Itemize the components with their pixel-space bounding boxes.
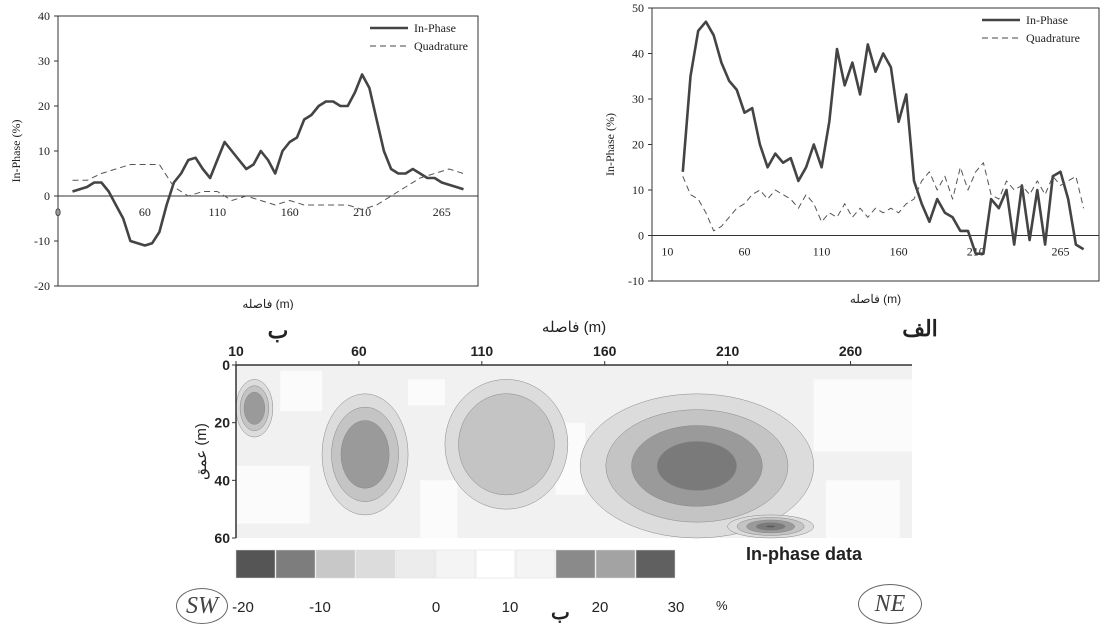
colorbar-swatch — [475, 549, 516, 579]
bottom-marker-label: ب — [551, 602, 570, 624]
colorbar-tick-label: 20 — [592, 599, 609, 616]
y-tick-label: 20 — [214, 415, 230, 431]
y-tick-label: 40 — [214, 472, 230, 488]
y-tick-label: 40 — [632, 47, 644, 61]
colorbar-tick-label: -10 — [309, 599, 331, 616]
x-tick-label: 265 — [433, 205, 451, 219]
y-tick-label: 30 — [632, 92, 644, 106]
series-line-inphase — [681, 20, 1085, 255]
x-tick-label: 110 — [813, 245, 831, 259]
compass-ne-label: NE — [858, 584, 922, 624]
y-tick-label: 20 — [38, 99, 50, 113]
heatmap-anomaly — [243, 391, 266, 425]
x-axis-label: فاصله (m) — [850, 292, 901, 306]
colorbar-swatch — [635, 549, 676, 579]
x-tick-label: 0 — [55, 205, 61, 219]
y-tick-label: -20 — [34, 279, 50, 293]
x-tick-label: 60 — [738, 245, 750, 259]
heatmap-cell — [280, 370, 323, 412]
heatmap-cell — [236, 465, 310, 524]
heatmap-cell — [420, 480, 458, 538]
y-axis-label: In-Phase (%) — [9, 120, 23, 183]
end-label-right: الف — [902, 316, 938, 341]
x-tick-label: 110 — [471, 343, 494, 359]
series-line-inphase — [72, 73, 464, 247]
x-tick-label: 160 — [281, 205, 299, 219]
heatmap-anomaly — [458, 393, 555, 496]
legend-label: In-Phase — [1026, 13, 1068, 27]
y-tick-label: 50 — [632, 1, 644, 15]
y-tick-label: -10 — [628, 274, 644, 288]
colorbar-swatch — [235, 549, 276, 579]
colorbar-tick-label: 30 — [668, 599, 685, 616]
heatmap-panel: 10 60 110 160 210 260 0 20 40 60 فاصله (m) عمق (m) ب… — [180, 310, 940, 626]
y-tick-label: 30 — [38, 54, 50, 68]
colorbar-swatch — [435, 549, 476, 579]
x-tick-label: 60 — [139, 205, 151, 219]
legend-label: Quadrature — [1026, 31, 1080, 45]
heatmap-cell — [408, 379, 445, 406]
colorbar-swatch — [595, 549, 636, 579]
y-tick-label: 20 — [632, 138, 644, 152]
y-tick-label: 10 — [632, 183, 644, 197]
x-tick-label: 10 — [228, 343, 244, 359]
x-tick-label: 210 — [716, 343, 740, 359]
colorbar-title: In-phase data — [746, 544, 863, 564]
y-tick-label: 0 — [222, 357, 230, 373]
colorbar-tick-label: -20 — [232, 599, 254, 616]
colorbar-swatch — [555, 549, 596, 579]
x-tick-label: 160 — [890, 245, 908, 259]
x-tick-label: 160 — [593, 343, 617, 359]
plot-frame — [57, 15, 479, 287]
colorbar-unit: % — [716, 598, 728, 613]
heatmap-cell — [813, 379, 912, 452]
y-tick-label: 0 — [44, 189, 50, 203]
chart-right-panel: -10 0 10 20 30 40 50 10 60 110 160 210 265 In-Phase (… — [600, 0, 1101, 310]
legend-label: Quadrature — [414, 39, 468, 53]
colorbar-tick-label: 0 — [432, 599, 440, 616]
end-label-left: ب — [268, 318, 289, 343]
heatmap-anomaly — [340, 420, 390, 489]
legend-label: In-Phase — [414, 21, 456, 35]
heatmap: 10 60 110 160 210 260 0 20 40 60 فاصله (m) عمق (m) ب… — [193, 316, 938, 616]
x-tick-label: 265 — [1051, 245, 1069, 259]
colorbar-tick-label: 10 — [502, 599, 519, 616]
series-line-quadrature — [682, 162, 1085, 232]
x-tick-label: 60 — [351, 343, 367, 359]
x-tick-label: 10 — [661, 245, 673, 259]
colorbar-swatch — [275, 549, 316, 579]
heatmap-x-axis-label: فاصله (m) — [542, 319, 606, 336]
chart-left-panel: -20 -10 0 10 20 30 40 0 60 110 160 210 265 In-Phase (… — [0, 0, 480, 311]
heatmap-anomaly — [656, 441, 737, 491]
x-axis-label: فاصله (m) — [242, 297, 293, 310]
y-tick-label: 40 — [38, 9, 50, 23]
x-tick-label: 110 — [209, 205, 227, 219]
heatmap-anomaly — [765, 524, 777, 529]
heatmap-y-axis-label: عمق (m) — [193, 423, 210, 480]
colorbar-swatch — [355, 549, 396, 579]
y-tick-label: 60 — [214, 530, 230, 546]
colorbar-swatch — [315, 549, 356, 579]
colorbar-swatch — [395, 549, 436, 579]
x-tick-label: 260 — [839, 343, 863, 359]
plot-frame — [651, 7, 1100, 282]
y-tick-label: 0 — [638, 229, 644, 243]
series-line-quadrature — [72, 164, 464, 210]
y-tick-label: -10 — [34, 234, 50, 248]
colorbar-swatch — [515, 549, 556, 579]
heatmap-cell — [825, 480, 900, 538]
y-tick-label: 10 — [38, 144, 50, 158]
compass-sw-label: SW — [176, 588, 228, 624]
y-axis-label: In-Phase (%) — [603, 113, 617, 176]
